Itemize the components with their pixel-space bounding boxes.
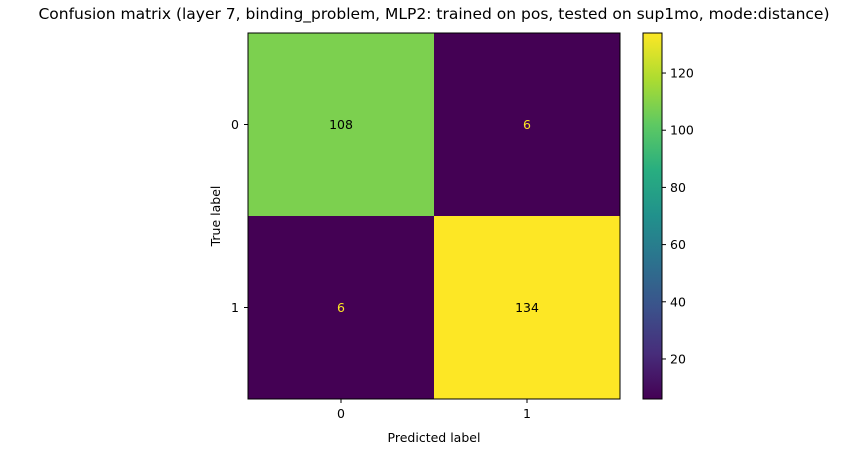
y-tick-label: 1 — [231, 300, 239, 315]
colorbar-tick-label: 60 — [670, 237, 686, 252]
cell-value-0-1: 6 — [523, 117, 531, 132]
colorbar-tick-label: 120 — [670, 66, 694, 81]
colorbar-tick-label: 40 — [670, 294, 686, 309]
x-tick-label: 0 — [337, 406, 345, 421]
cell-1-0 — [248, 216, 434, 399]
colorbar-tick-label: 100 — [670, 123, 694, 138]
cell-0-0 — [248, 33, 434, 216]
cell-value-1-0: 6 — [337, 300, 345, 315]
x-tick-label: 1 — [523, 406, 531, 421]
chart-title: Confusion matrix (layer 7, binding_probl… — [38, 5, 829, 24]
colorbar-tick-label: 20 — [670, 351, 686, 366]
y-axis-label: True label — [208, 186, 223, 248]
colorbar — [642, 32, 663, 400]
colorbar-ticks: 20 40 60 80 100 120 — [662, 66, 694, 366]
cell-0-1 — [434, 33, 620, 216]
heatmap-cells: 108 6 6 134 — [248, 33, 620, 399]
plot-frame — [247, 32, 621, 400]
y-axis-ticks: 01 — [231, 117, 248, 315]
x-axis-label: Predicted label — [388, 430, 481, 445]
y-tick-label: 0 — [231, 117, 239, 132]
colorbar-tick-label: 80 — [670, 180, 686, 195]
cell-value-0-0: 108 — [329, 117, 353, 132]
cell-1-1 — [434, 216, 620, 399]
cell-value-1-1: 134 — [515, 300, 539, 315]
